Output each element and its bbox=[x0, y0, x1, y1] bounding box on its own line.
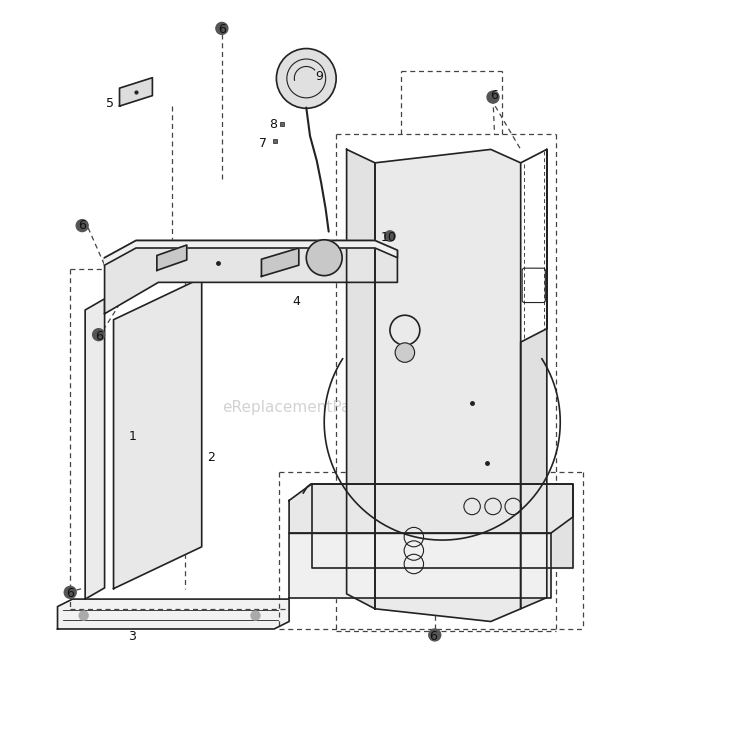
Polygon shape bbox=[311, 484, 573, 568]
Polygon shape bbox=[86, 299, 104, 599]
Text: 2: 2 bbox=[207, 450, 214, 464]
Polygon shape bbox=[520, 149, 547, 609]
Circle shape bbox=[93, 329, 104, 341]
Text: 6: 6 bbox=[429, 630, 437, 643]
Polygon shape bbox=[58, 599, 289, 629]
Text: 7: 7 bbox=[259, 137, 267, 150]
Text: 6: 6 bbox=[78, 219, 86, 232]
Circle shape bbox=[76, 220, 88, 232]
Polygon shape bbox=[346, 149, 375, 609]
Circle shape bbox=[385, 231, 395, 241]
Circle shape bbox=[429, 629, 441, 641]
Text: 1: 1 bbox=[128, 430, 136, 444]
Text: 3: 3 bbox=[128, 630, 136, 643]
Circle shape bbox=[80, 611, 88, 620]
Polygon shape bbox=[119, 78, 152, 106]
Polygon shape bbox=[375, 149, 520, 622]
Polygon shape bbox=[289, 484, 573, 533]
Text: 10: 10 bbox=[380, 231, 397, 244]
Text: 5: 5 bbox=[106, 96, 114, 110]
Circle shape bbox=[64, 586, 76, 598]
Polygon shape bbox=[289, 533, 550, 598]
Text: eReplacementParts.com: eReplacementParts.com bbox=[222, 400, 409, 415]
Polygon shape bbox=[104, 241, 398, 265]
Text: 4: 4 bbox=[292, 295, 301, 309]
Circle shape bbox=[395, 343, 415, 362]
Circle shape bbox=[306, 240, 342, 276]
Circle shape bbox=[216, 22, 228, 34]
Polygon shape bbox=[113, 278, 202, 589]
Circle shape bbox=[251, 611, 260, 620]
Polygon shape bbox=[157, 245, 187, 270]
Text: 9: 9 bbox=[315, 69, 323, 83]
Polygon shape bbox=[104, 241, 398, 314]
Circle shape bbox=[487, 91, 499, 103]
Text: 8: 8 bbox=[268, 118, 277, 131]
Polygon shape bbox=[262, 248, 299, 276]
Text: 6: 6 bbox=[94, 329, 103, 343]
Text: 6: 6 bbox=[490, 89, 499, 102]
Text: 6: 6 bbox=[66, 586, 74, 600]
Circle shape bbox=[277, 49, 336, 108]
Text: 6: 6 bbox=[218, 23, 226, 37]
